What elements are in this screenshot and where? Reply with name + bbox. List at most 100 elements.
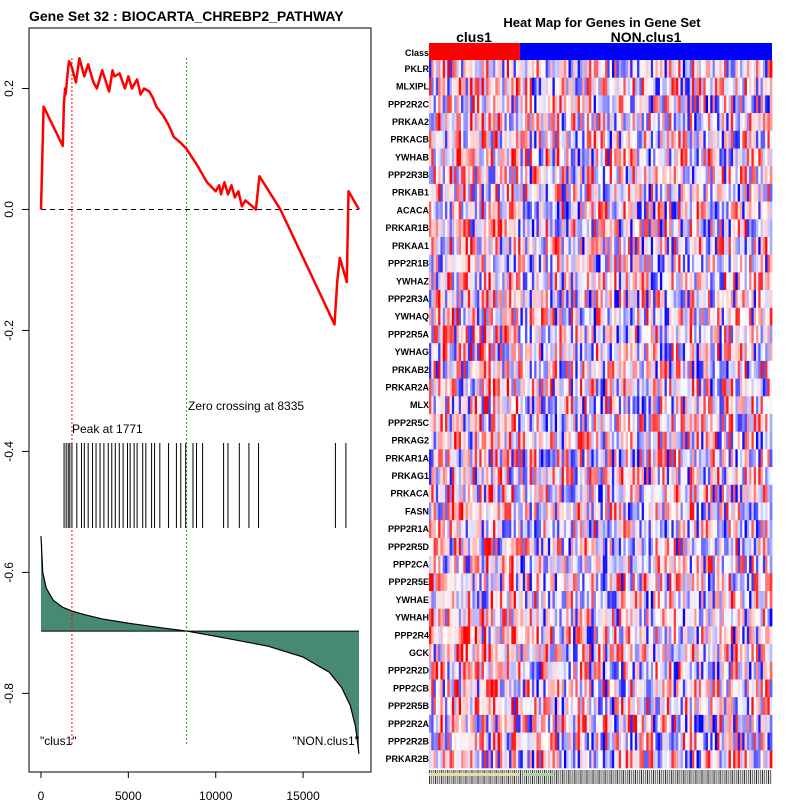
- heatmap-cell: [632, 467, 636, 486]
- heatmap-cell: [431, 608, 434, 627]
- left-class-end-label: "clus1": [40, 734, 77, 748]
- heatmap-cell: [461, 555, 464, 574]
- heatmap-cell: [486, 113, 489, 132]
- heatmap-cell: [557, 307, 560, 326]
- heatmap-cell: [634, 77, 638, 96]
- heatmap-cell: [758, 484, 761, 503]
- heatmap-cell: [721, 290, 725, 309]
- heatmap-cell: [573, 431, 576, 450]
- heatmap-cell: [678, 237, 681, 255]
- heatmap-cell: [495, 396, 498, 415]
- heatmap-cell: [701, 467, 704, 486]
- heatmap-cell: [486, 449, 489, 468]
- heatmap-cell: [609, 290, 613, 309]
- heatmap-cell: [600, 502, 604, 521]
- heatmap-cell: [714, 325, 718, 344]
- heatmap-cell: [648, 166, 652, 185]
- heatmap-cell: [710, 378, 713, 397]
- heatmap-cell: [570, 378, 574, 397]
- heatmap-cell: [749, 254, 752, 273]
- heatmap-cell: [714, 272, 718, 291]
- heatmap-cell: [499, 467, 503, 486]
- heatmap-cell: [614, 343, 617, 362]
- heatmap-cell: [634, 148, 638, 167]
- heatmap-cell: [666, 148, 670, 167]
- heatmap-cell: [607, 537, 611, 556]
- heatmap-cell: [602, 60, 606, 78]
- heatmap-cell: [493, 573, 496, 592]
- heatmap-cell: [509, 573, 512, 592]
- heatmap-cell: [584, 449, 588, 468]
- heatmap-cell: [710, 166, 713, 185]
- heatmap-cell: [641, 148, 645, 167]
- heatmap-cell: [593, 591, 597, 609]
- heatmap-cell: [454, 343, 457, 362]
- heatmap-cell: [753, 77, 757, 96]
- heatmap-cell: [682, 467, 686, 486]
- heatmap-cell: [630, 449, 633, 468]
- heatmap-cell: [561, 520, 565, 539]
- heatmap-cell: [527, 166, 531, 185]
- heatmap-cell: [733, 95, 736, 114]
- heatmap-cell: [474, 537, 478, 556]
- heatmap-cell: [653, 378, 656, 397]
- heatmap-cell: [742, 343, 745, 362]
- heatmap-cell: [662, 502, 665, 521]
- heatmap-cell: [648, 414, 652, 432]
- heatmap-cell: [682, 201, 686, 220]
- heatmap-cell: [531, 166, 535, 185]
- heatmap-cell: [543, 378, 547, 397]
- heatmap-cell: [449, 290, 453, 309]
- heatmap-cell: [504, 502, 508, 521]
- heatmap-cell: [470, 360, 473, 379]
- heatmap-cell: [495, 467, 498, 486]
- heatmap-cell: [465, 325, 469, 344]
- heatmap-cell: [563, 360, 567, 379]
- heatmap-cell: [591, 378, 595, 397]
- heatmap-cell: [728, 520, 732, 539]
- heatmap-cell: [536, 113, 540, 132]
- heatmap-cell: [746, 113, 750, 132]
- heatmap-cell: [687, 467, 691, 486]
- heatmap-cell: [689, 272, 693, 291]
- heatmap-cell: [653, 307, 656, 326]
- heatmap-cell: [461, 626, 464, 645]
- heatmap-cell: [584, 414, 588, 432]
- heatmap-cell: [742, 254, 745, 273]
- heatmap-cell: [678, 431, 681, 450]
- heatmap-cell: [550, 449, 553, 468]
- heatmap-cell: [429, 449, 432, 468]
- heatmap-cell: [680, 555, 684, 574]
- heatmap-cell: [438, 467, 441, 486]
- heatmap-cell: [646, 573, 649, 592]
- heatmap-cell: [703, 307, 707, 326]
- heatmap-cell: [765, 325, 768, 344]
- heatmap-cell: [623, 290, 627, 309]
- heatmap-row: [429, 77, 773, 96]
- heatmap-cell: [522, 484, 526, 503]
- heatmap-cell: [726, 325, 729, 344]
- heatmap-cell: [511, 396, 515, 415]
- heatmap-cell: [721, 60, 725, 78]
- heatmap-cell: [611, 219, 615, 238]
- heatmap-cell: [586, 290, 590, 309]
- heatmap-cell: [467, 626, 471, 645]
- heatmap-cell: [769, 537, 773, 556]
- heatmap-cell: [669, 467, 672, 486]
- heatmap-cell: [609, 130, 613, 149]
- heatmap-cell: [559, 360, 563, 379]
- heatmap-cell: [710, 183, 713, 202]
- heatmap-cell: [710, 502, 713, 521]
- heatmap-cell: [433, 520, 437, 539]
- heatmap-cell: [760, 290, 764, 309]
- heatmap-cell: [717, 77, 720, 96]
- heatmap-cell: [502, 555, 505, 574]
- heatmap-cell: [662, 573, 665, 592]
- heatmap-cell: [671, 396, 675, 415]
- heatmap-cell: [591, 396, 595, 415]
- heatmap-cell: [733, 201, 736, 220]
- heatmap-cell: [634, 290, 638, 309]
- heatmap-cell: [605, 148, 608, 167]
- heatmap-cell: [643, 219, 647, 238]
- heatmap-cell: [429, 591, 432, 609]
